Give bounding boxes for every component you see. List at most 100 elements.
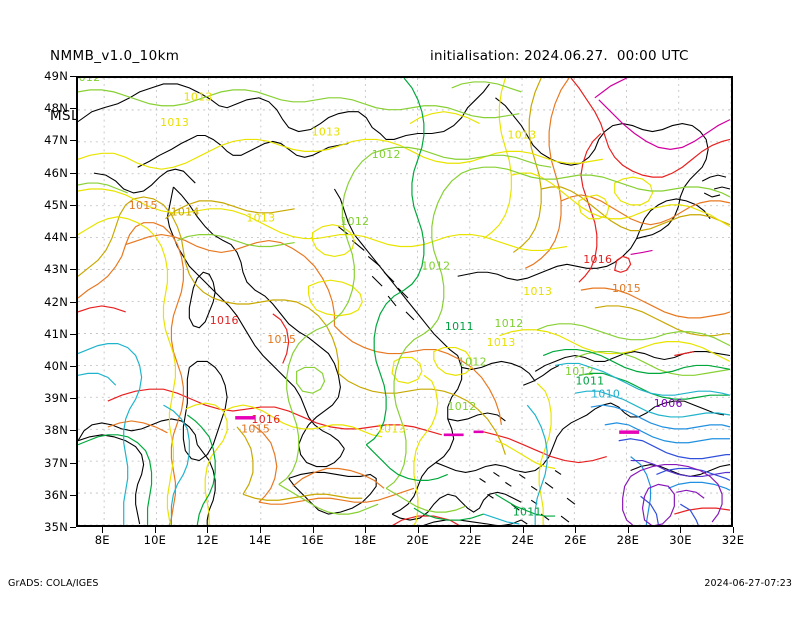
contour-label: 1011: [575, 375, 604, 388]
y-axis-label: 40N: [44, 358, 68, 373]
x-axis-label: 18E: [353, 533, 377, 547]
y-axis-tick: [70, 76, 76, 77]
chart-header: NMMB_v1.0_10km MSL Pressure [hPa] initia…: [0, 0, 800, 124]
x-axis-tick: [627, 527, 629, 533]
x-axis-tick: [680, 527, 682, 533]
x-axis-tick: [154, 527, 156, 533]
x-axis-label: 10E: [143, 533, 167, 547]
y-axis-tick: [70, 301, 76, 303]
contour-label: 1015: [612, 282, 641, 295]
x-axis-label: 22E: [458, 533, 482, 547]
model-name: NMMB_v1.0_10km: [50, 48, 180, 64]
y-axis-label: 35N: [44, 520, 68, 534]
y-axis-tick: [70, 527, 76, 528]
contour-labels: 1012101310131013101210131014101510131012…: [78, 78, 683, 518]
contour-label: 1012: [458, 355, 487, 368]
contour-label: 1016: [252, 413, 281, 426]
y-axis-label: 49N: [44, 69, 68, 83]
x-axis-tick: [575, 527, 577, 533]
contour-1014: [78, 78, 731, 501]
contour-1016: [78, 78, 731, 525]
y-axis-label: 37N: [44, 455, 68, 470]
contour-label: 1013: [523, 285, 552, 298]
y-axis-label: 41N: [44, 326, 68, 341]
contour-1006: [622, 463, 723, 525]
contour-1010: [78, 343, 731, 525]
contour-label: 1013: [508, 129, 537, 142]
y-axis-tick: [70, 398, 76, 400]
contour-1011: [78, 78, 731, 525]
x-axis-tick: [102, 527, 104, 533]
x-axis-label: 30E: [669, 533, 692, 547]
y-axis-label: 38N: [44, 423, 68, 438]
y-axis-label: 39N: [44, 391, 68, 406]
x-axis-tick: [365, 527, 367, 533]
contour-1017: [594, 78, 731, 256]
contour-label: 1015: [267, 333, 296, 346]
y-axis-tick: [70, 108, 76, 110]
x-axis-label: 28E: [616, 533, 640, 547]
contour-label: 1012: [340, 215, 369, 228]
initialisation-time: initialisation: 2024.06.27. 00:00 UTC: [430, 48, 689, 64]
contour-label: 1010: [591, 387, 620, 400]
y-axis-label: 48N: [44, 101, 68, 116]
contour-label: 1012: [372, 148, 401, 161]
contour-label: 1013: [184, 90, 213, 103]
y-axis-tick: [70, 365, 76, 367]
x-axis-tick: [470, 527, 472, 533]
y-axis-label: 46N: [44, 165, 68, 180]
pressure-ridge-marker: [619, 430, 640, 434]
contour-map: 1012101310131013101210131014101510131012…: [78, 78, 731, 525]
y-axis-label: 47N: [44, 133, 68, 148]
x-axis-tick: [522, 527, 524, 533]
contour-label: 1012: [421, 260, 450, 273]
map-plot-area: 1012101310131013101210131014101510131012…: [76, 76, 733, 527]
y-axis-tick: [70, 462, 76, 464]
x-axis-label: 32E: [721, 533, 745, 547]
pressure-ridge-marker: [235, 416, 256, 420]
contour-label: 1011: [445, 320, 474, 333]
x-axis-label: 20E: [406, 533, 429, 547]
y-axis-tick: [70, 333, 76, 335]
x-axis-label: 14E: [248, 533, 272, 547]
contour-label: 1011: [513, 505, 542, 518]
x-axis-tick: [417, 527, 419, 533]
generation-timestamp: 2024-06-27-07:23: [704, 578, 792, 589]
y-axis-tick: [70, 204, 76, 206]
contour-1009: [590, 404, 731, 525]
x-axis-label: 8E: [94, 533, 110, 547]
contour-label: 1006: [654, 397, 683, 410]
contour-label: 1013: [246, 212, 275, 225]
contour-label: 1016: [210, 314, 239, 327]
x-axis-tick: [733, 527, 734, 533]
y-axis-tick: [70, 140, 76, 142]
y-axis-label: 43N: [44, 262, 68, 277]
contour-label: 1012: [494, 317, 523, 330]
x-axis-tick: [259, 527, 261, 533]
contour-label: 1016: [583, 253, 612, 266]
contour-1013: [78, 78, 731, 525]
x-axis-label: 26E: [564, 533, 587, 547]
y-axis-tick: [70, 269, 76, 271]
y-axis-tick: [70, 172, 76, 174]
contour-label: 1015: [241, 422, 270, 435]
y-axis-tick: [70, 494, 76, 496]
x-axis-tick: [312, 527, 314, 533]
y-axis-label: 44N: [44, 230, 68, 245]
contour-label: 1015: [129, 199, 158, 212]
coastline-layer: [78, 83, 731, 525]
x-axis-label: 24E: [511, 533, 534, 547]
contour-1012: [78, 81, 731, 515]
contour-label: 1013: [487, 336, 516, 349]
contour-1008: [618, 438, 731, 525]
contour-label: 1013: [160, 116, 189, 129]
contour-1007: [630, 459, 731, 478]
x-axis-tick: [207, 527, 209, 533]
contour-label: 1013: [377, 422, 406, 435]
y-axis-tick: [70, 237, 76, 239]
contour-label: 1013: [312, 125, 341, 138]
y-axis-tick: [70, 430, 76, 432]
contour-label: 1012: [447, 400, 476, 413]
y-axis-label: 45N: [44, 197, 68, 212]
x-axis-label: 12E: [196, 533, 219, 547]
